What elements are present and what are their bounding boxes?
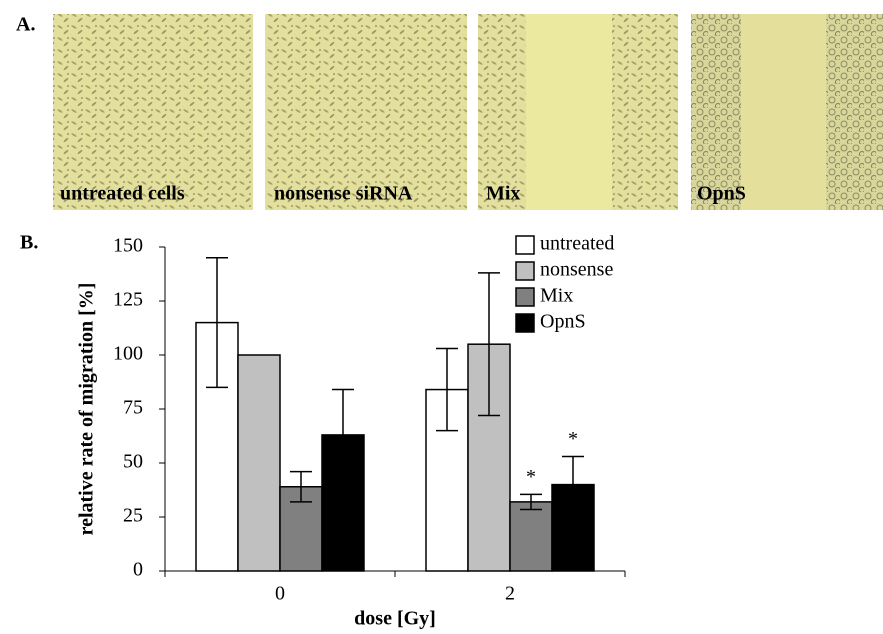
legend-label: Mix: [540, 285, 573, 307]
error-bar: [478, 272, 500, 417]
legend-label: untreated: [540, 233, 614, 255]
bar: [237, 354, 281, 572]
image-caption: untreated cells: [60, 183, 185, 205]
image-caption: OpnS: [697, 183, 746, 205]
panel-label: B.: [20, 232, 38, 254]
y-tick-label: 100: [113, 343, 143, 365]
error-bar: [206, 257, 228, 389]
legend-label: OpnS: [540, 311, 586, 333]
x-tick-label: 2: [505, 583, 515, 605]
legend-swatch: [515, 261, 535, 281]
error-bar: [562, 455, 584, 514]
error-bar: [332, 388, 354, 482]
error-bar: [520, 493, 542, 511]
y-tick-label: 75: [123, 397, 143, 419]
error-bar: [290, 470, 312, 503]
image-caption: Mix: [486, 183, 520, 205]
y-tick-label: 50: [123, 451, 143, 473]
image-caption: nonsense siRNA: [274, 183, 413, 205]
significance-marker: *: [568, 428, 578, 450]
error-bar: [436, 347, 458, 432]
y-tick-label: 25: [123, 505, 143, 527]
y-tick-label: 150: [113, 235, 143, 257]
significance-marker: *: [526, 466, 536, 488]
legend-swatch: [515, 313, 535, 333]
legend-label: nonsense: [540, 259, 613, 281]
x-axis-label: dose [Gy]: [354, 608, 436, 630]
panel-label: A.: [16, 14, 35, 36]
y-tick-label: 125: [113, 289, 143, 311]
image-panel: [53, 14, 883, 210]
legend-swatch: [515, 287, 535, 307]
y-tick-label: 0: [133, 559, 143, 581]
y-axis-label: relative rate of migration [%]: [76, 283, 98, 536]
legend-swatch: [515, 235, 535, 255]
bar: [509, 501, 553, 572]
x-tick-label: 0: [275, 583, 285, 605]
